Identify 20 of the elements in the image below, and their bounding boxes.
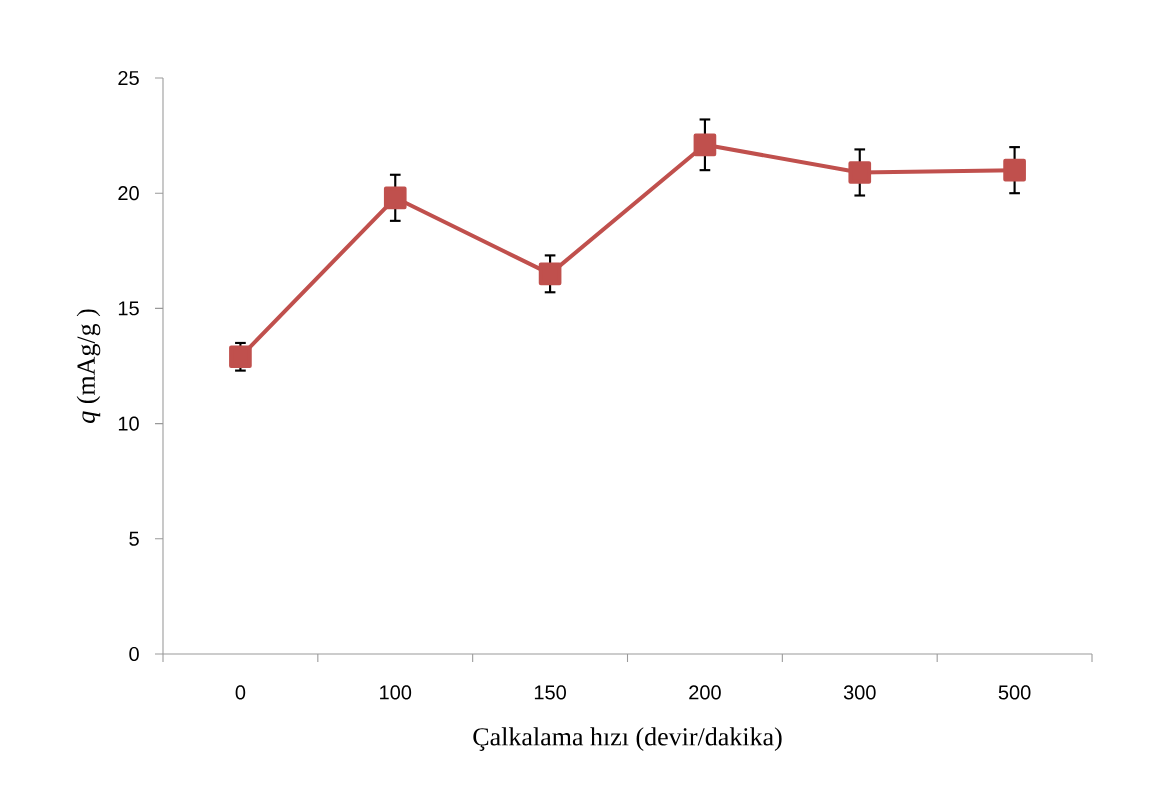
y-tick-label: 10 — [118, 416, 139, 431]
y-tick-label: 15 — [118, 301, 139, 316]
y-tick-label: 25 — [118, 70, 139, 86]
y-tick-label: 20 — [118, 186, 139, 201]
y-tick-label: 5 — [129, 531, 139, 546]
x-tick-label: 100 — [380, 685, 412, 700]
x-tick-label: 150 — [534, 685, 566, 700]
x-tick-label: 200 — [689, 685, 721, 700]
x-tick-label: 300 — [843, 685, 876, 700]
y-tick-label: 0 — [129, 646, 139, 662]
point — [848, 161, 872, 184]
x-tick-label: 0 — [235, 685, 246, 700]
y-axis-title: q (mAg/g ) — [76, 309, 101, 423]
point — [538, 262, 562, 286]
point — [693, 133, 717, 157]
point — [229, 345, 252, 369]
point — [1003, 158, 1026, 182]
point — [383, 186, 407, 210]
x-tick-label: 500 — [998, 685, 1031, 700]
x-axis-title: Çalkalama hızı (devir/dakika) — [473, 727, 782, 751]
